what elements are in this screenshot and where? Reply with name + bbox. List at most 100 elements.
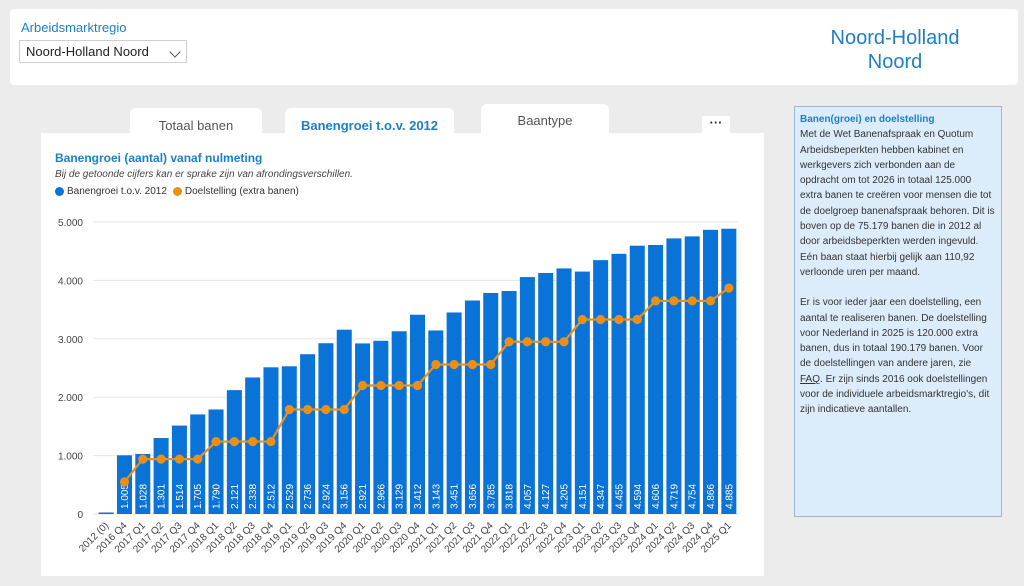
y-tick-label: 3.000 [58,335,83,346]
y-tick-label: 5.000 [58,218,83,229]
bar-value-label: 1.028 [138,484,149,509]
bar-value-label: 4.754 [688,484,699,509]
target-point [577,314,587,325]
chart-subtitle: Bij de getoonde cijfers kan er sprake zi… [55,169,353,180]
bar [190,414,206,514]
bar-value-label: 3.785 [486,484,497,509]
bar-value-label: 3.129 [395,484,406,509]
bar [318,343,334,514]
bar-value-label: 1.005 [120,484,131,509]
target-point [229,436,239,447]
tab-baantype[interactable]: Baantype [481,104,609,134]
more-options-button[interactable]: ··· [702,116,730,136]
target-point [596,314,606,325]
y-tick-label: 4.000 [58,276,83,287]
target-point [174,454,185,464]
bar [519,277,535,514]
bar-value-label: 2.121 [230,484,241,509]
info-paragraph-2b: . Er zijn sinds 2016 ook doelstellingen … [800,373,990,416]
bar-value-label: 4.885 [724,484,735,509]
target-point [266,436,276,447]
bar [611,253,627,514]
bar-value-label: 2.512 [266,484,277,509]
region-label: Arbeidsmarktregio [21,20,127,35]
bar [98,512,114,514]
bar-value-label: 3.818 [505,484,516,509]
y-tick-label: 2.000 [58,393,83,404]
target-point [650,296,661,306]
target-point [394,380,404,391]
target-point [614,314,624,325]
target-point [431,359,441,370]
bar [648,245,664,515]
bar [593,260,609,514]
target-point [156,454,166,464]
bar-value-label: 4.719 [669,484,680,509]
bar [538,272,554,514]
bar [171,425,187,514]
bar [703,229,719,514]
bar [483,292,499,514]
bar-value-label: 1.790 [212,484,223,509]
region-dropdown[interactable]: Noord-Holland Noord [19,40,187,63]
bar [208,409,224,514]
bar [281,366,297,514]
chart-panel: Banengroei (aantal) vanaf nulmeting Bij … [41,133,764,576]
target-point [138,454,148,464]
chevron-down-icon [169,46,181,58]
legend-item-bars[interactable]: Banengroei t.o.v. 2012 [55,186,167,197]
y-tick-label: 0 [77,510,83,521]
bar-value-label: 4.347 [596,484,607,509]
target-point [303,404,313,415]
bar-value-label: 4.057 [523,484,534,509]
legend-label-bars: Banengroei t.o.v. 2012 [67,186,167,197]
tab-banengroei[interactable]: Banengroei t.o.v. 2012 [285,108,454,138]
bar-value-label: 3.143 [431,484,442,509]
target-point [412,380,423,391]
bar [300,354,316,514]
target-point [248,436,258,447]
bar-value-label: 2.338 [248,484,259,509]
target-point [119,477,130,487]
bar-value-label: 4.594 [633,484,644,509]
target-point [724,283,734,293]
bar-value-label: 2.736 [303,484,314,509]
target-point [339,404,349,415]
target-point [284,404,294,415]
bar-line-chart: 0 1.000 2.000 3.000 4.000 5.000 1.005 1.028 1.30… [58,218,738,555]
info-paragraph-1: Met de Wet Banenafspraak en Quotum Arbei… [800,129,995,278]
bar [684,236,700,514]
chart-legend: Banengroei t.o.v. 2012 Doelstelling (ext… [55,186,299,197]
target-point [321,404,331,415]
target-point [486,359,496,370]
target-point [504,337,514,347]
faq-link[interactable]: FAQ [800,373,821,385]
bar-value-label: 4.205 [560,484,571,509]
target-point [559,337,569,347]
bar [464,300,480,514]
target-point [376,380,386,391]
bar [409,314,426,514]
info-title: Banen(groei) en doelstelling [800,114,935,125]
bar-value-label: 1.705 [193,484,204,509]
bar-value-label: 2.529 [285,484,296,509]
page-title: Noord-Holland Noord [830,27,960,73]
legend-dot-line [172,187,182,196]
bar [428,330,444,514]
target-point [687,296,697,306]
bar [391,331,407,514]
bar-value-label: 2.921 [358,484,369,509]
bar-value-label: 4.151 [578,484,589,509]
legend-item-line[interactable]: Doelstelling (extra banen) [172,186,299,197]
bar-value-label: 4.127 [541,484,552,509]
info-panel: Banen(groei) en doelstelling Met de Wet … [794,106,1002,517]
target-point [705,296,716,306]
info-paragraph-2a: Er is voor ieder jaar een doelstelling, … [800,297,987,370]
bar [446,312,462,514]
bar [666,238,682,514]
bar-value-label: 2.924 [321,484,332,509]
bar-value-label: 1.514 [175,484,186,509]
legend-label-line: Doelstelling (extra banen) [184,186,299,197]
target-point [449,359,459,370]
bar-value-label: 3.451 [450,484,461,509]
